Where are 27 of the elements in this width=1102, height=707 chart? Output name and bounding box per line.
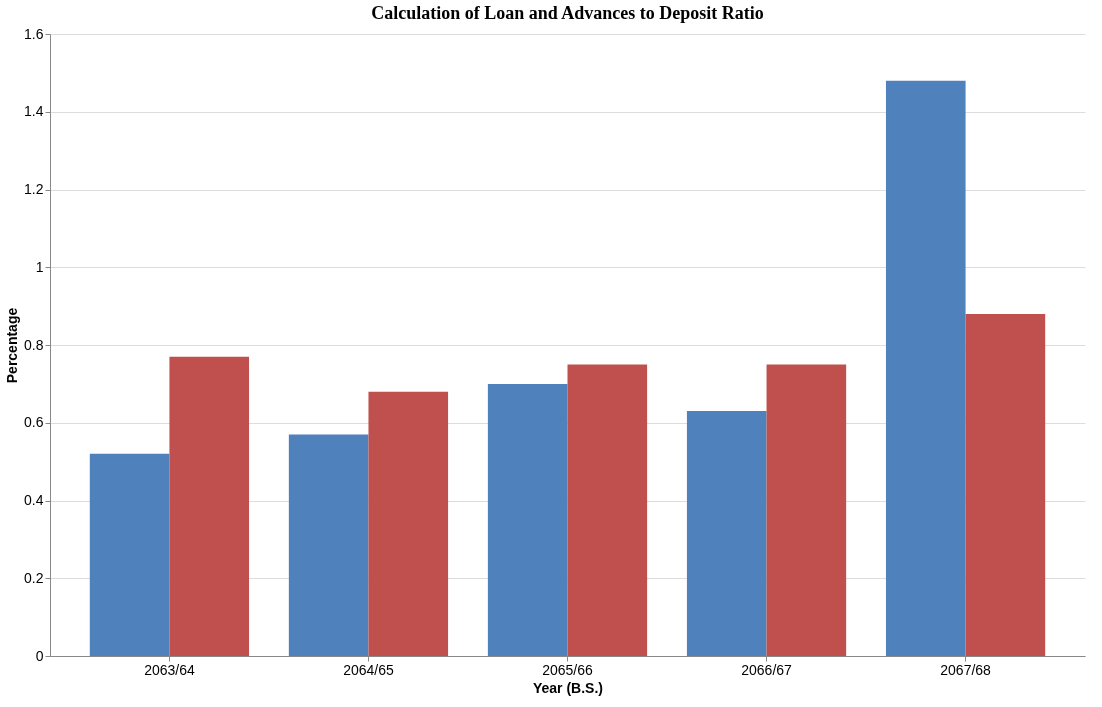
bar: [169, 356, 250, 656]
y-tick-label: 0.4: [24, 492, 44, 508]
y-tick-label: 0.8: [24, 336, 44, 353]
x-tick-label: 2065/66: [542, 661, 594, 678]
bar: [487, 383, 568, 656]
x-tick-label: 2066/67: [741, 661, 793, 678]
y-tick-label: 1: [35, 258, 44, 275]
x-tick-label: 2067/68: [940, 661, 992, 678]
bar: [288, 434, 369, 656]
bar: [567, 364, 648, 656]
bar: [368, 391, 449, 656]
bar: [965, 313, 1046, 656]
bar: [89, 453, 170, 656]
x-tick-label: 2063/64: [144, 661, 195, 678]
x-tick-label: 2064/65: [343, 661, 394, 678]
y-tick-label: 0.6: [24, 414, 44, 431]
y-tick-label: 1.6: [24, 25, 44, 42]
y-axis-title: Percentage: [4, 307, 21, 384]
bar: [885, 80, 966, 656]
bar: [686, 411, 767, 656]
y-tick-label: 0: [35, 647, 44, 664]
y-tick-label: 1.4: [24, 103, 44, 120]
y-tick-label: 1.2: [24, 181, 44, 197]
x-axis-title: Year (B.S.): [532, 679, 604, 696]
y-tick-label: 0.2: [24, 569, 44, 586]
chart-title: Calculation of Loan and Advances to Deposit Ratio: [371, 3, 764, 23]
bar: [766, 364, 847, 656]
